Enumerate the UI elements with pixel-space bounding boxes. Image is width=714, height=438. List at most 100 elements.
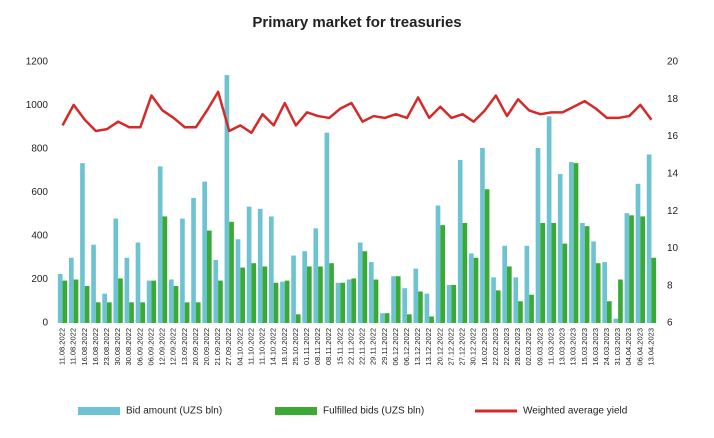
x-tick-label: 06.12.2022 <box>402 328 411 366</box>
x-tick-label: 13.03.2023 <box>558 328 567 366</box>
y-tick-label: 1200 <box>26 57 49 68</box>
x-tick-label: 27.12.2022 <box>458 328 467 366</box>
bar <box>646 154 652 323</box>
bar <box>629 215 634 323</box>
x-tick-label: 13.03.2023 <box>569 328 578 366</box>
bar <box>273 282 279 323</box>
bar <box>429 316 434 323</box>
bar <box>424 293 430 323</box>
bar <box>557 174 563 323</box>
x-tick-label: 16.02.2023 <box>480 328 489 366</box>
bar <box>313 228 319 323</box>
bar <box>184 302 190 323</box>
bar <box>280 281 285 323</box>
x-tick-label: 27.09.2022 <box>224 328 233 366</box>
bar <box>162 216 168 323</box>
bar <box>551 222 557 323</box>
bar <box>384 313 390 323</box>
bar <box>435 205 441 323</box>
x-tick-label: 22.02.2023 <box>491 328 500 366</box>
x-tick-label: 22.11.2022 <box>346 328 355 365</box>
bar <box>113 218 119 323</box>
bar <box>240 267 245 323</box>
x-tick-label: 11.10.2022 <box>258 328 267 365</box>
x-tick-label: 24.03.2023 <box>602 328 611 366</box>
x-tick-label: 04.04.2023 <box>624 328 633 366</box>
y2-tick-label: 8 <box>667 280 673 291</box>
x-tick-label: 13.12.2022 <box>413 328 422 366</box>
bar <box>207 230 212 323</box>
x-tick-label: 06.09.2022 <box>135 328 144 366</box>
bar <box>291 255 296 323</box>
x-tick-label: 23.08.2022 <box>102 328 111 366</box>
x-tick-label: 20.09.2022 <box>202 328 211 366</box>
bar <box>580 222 585 323</box>
bar <box>140 302 145 323</box>
bar <box>269 216 274 323</box>
x-tick-label: 25.10.2022 <box>291 328 300 366</box>
line <box>61 90 653 135</box>
x-tick-label: 01.11.2022 <box>302 328 311 365</box>
bar <box>80 163 85 323</box>
x-tick-label: 15.11.2022 <box>335 328 344 365</box>
x-tick-label: 30.08.2022 <box>113 328 122 366</box>
bar <box>318 266 323 323</box>
y2-tick-label: 16 <box>667 131 679 142</box>
bar <box>302 251 307 323</box>
y-tick-label: 0 <box>42 318 48 329</box>
chart-title: Primary market for treasuries <box>252 14 461 31</box>
bar <box>57 274 63 323</box>
x-tick-label: 27.12.2022 <box>446 328 455 366</box>
legend-swatch <box>275 407 317 415</box>
bar <box>640 216 645 323</box>
x-tick-label: 28.02.2023 <box>513 328 522 366</box>
x-tick-label: 30.08.2022 <box>124 328 133 366</box>
bar <box>613 318 619 323</box>
bar <box>591 241 596 323</box>
y-tick-label: 1000 <box>26 100 49 111</box>
x-tick-label: 16.08.2022 <box>80 328 89 366</box>
bar <box>562 243 568 323</box>
x-tick-label: 08.11.2022 <box>313 328 322 365</box>
x-tick-label: 08.11.2022 <box>324 328 333 365</box>
bar <box>102 293 107 323</box>
bar <box>418 291 423 323</box>
legend-label: Bid amount (UZS bln) <box>126 406 222 417</box>
bar <box>651 257 657 323</box>
bar <box>284 280 290 323</box>
x-tick-label: 16.08.2022 <box>91 328 100 366</box>
bar <box>624 213 630 323</box>
bar <box>369 262 374 323</box>
bar <box>257 208 263 323</box>
bar <box>195 302 201 323</box>
y2-tick-label: 6 <box>667 318 673 329</box>
bar <box>546 116 552 323</box>
y-tick-label: 200 <box>31 274 48 285</box>
y2-tick-label: 18 <box>667 94 679 105</box>
x-tick-label: 11.03.2023 <box>546 328 555 365</box>
bar <box>107 302 112 323</box>
bar <box>380 313 385 323</box>
bar <box>495 290 501 323</box>
y2-tick-label: 20 <box>667 57 679 68</box>
y2-tick-label: 14 <box>667 168 679 179</box>
bar <box>484 189 490 323</box>
bar <box>246 206 252 323</box>
bar <box>524 245 530 323</box>
bar <box>357 242 363 323</box>
x-tick-label: 11.08.2022 <box>58 328 67 365</box>
bar <box>262 266 268 323</box>
bar <box>513 277 519 323</box>
x-tick-label: 06.09.2022 <box>146 328 155 366</box>
bar <box>202 181 207 323</box>
bar <box>135 242 141 323</box>
y2-tick-label: 10 <box>667 243 679 254</box>
bar <box>324 132 330 323</box>
bar <box>595 263 601 323</box>
bar <box>491 277 496 323</box>
legend-swatch <box>78 407 120 415</box>
bar <box>146 280 152 323</box>
bar <box>307 266 312 323</box>
bar <box>602 262 607 323</box>
